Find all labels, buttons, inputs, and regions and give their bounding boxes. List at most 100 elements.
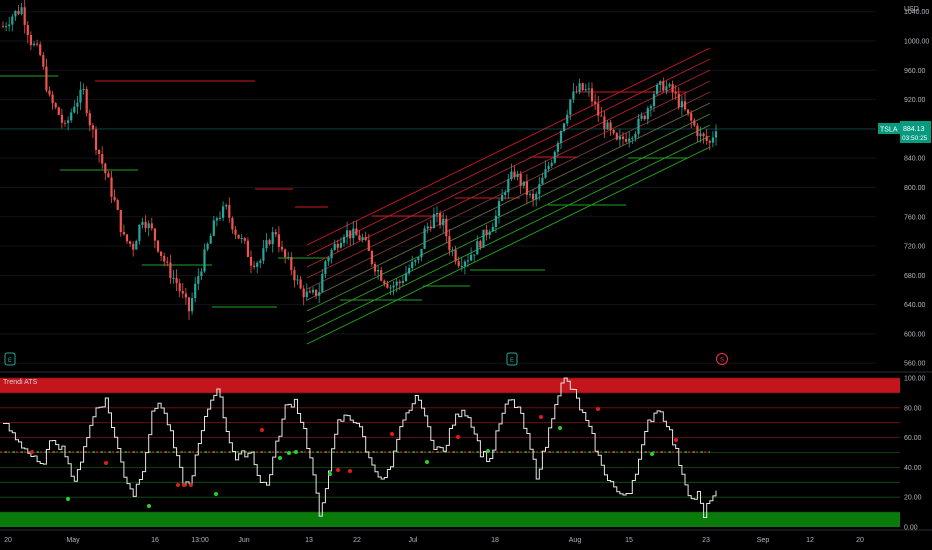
candle-body [175, 277, 178, 284]
candle-body [550, 162, 553, 166]
candle-body [476, 241, 479, 255]
channel-line [306, 113, 711, 312]
time-axis[interactable]: 20 May 16 13:00 Jun 13 22 Jul 18 Aug 15 23 Sep 12 20 [4, 537, 864, 544]
candle-body [566, 114, 569, 124]
candle-body [156, 240, 160, 252]
candle-body [70, 112, 73, 121]
candle-body [262, 248, 265, 261]
candle-body [510, 171, 513, 180]
candle-body [435, 213, 439, 215]
candle-body [26, 24, 29, 36]
candle-body [82, 89, 85, 91]
candle-body [656, 84, 659, 95]
indicator-tick-label: 20.00 [904, 495, 922, 502]
candle-body [8, 24, 11, 27]
candle-body [377, 270, 380, 272]
candle-body [237, 234, 240, 239]
candle-body [392, 285, 395, 288]
candle-body [85, 89, 88, 114]
price-tick-label: 800.00 [904, 185, 926, 192]
time-tick-label: 12 [806, 537, 814, 544]
price-panel[interactable]: E E S USD 1040.001000.00960.00920.00880.… [0, 0, 931, 368]
candle-body [17, 10, 20, 14]
candle-body [677, 93, 680, 108]
time-tick-label: 16 [151, 537, 159, 544]
candle-body [401, 281, 404, 284]
candle-body [187, 297, 191, 312]
candle-body [597, 103, 600, 116]
candle-body [662, 81, 665, 91]
candle-body [246, 240, 249, 258]
indicator-axis[interactable]: 100.00 80.00 60.00 40.00 20.00 0.00 [904, 376, 926, 532]
indicator-title[interactable]: Trendi ATS [3, 379, 38, 386]
candle-body [668, 84, 671, 87]
last-price-value: 884.13 [903, 126, 925, 133]
candle-body [389, 287, 392, 289]
price-tick-label: 840.00 [904, 156, 926, 163]
candle-body [587, 88, 590, 90]
indicator-panel[interactable]: Trendi ATS 100.00 80.00 60.00 40.00 20.00 0.0… [0, 376, 926, 532]
candle-body [11, 16, 14, 25]
candle-body [355, 228, 358, 236]
earnings-marker[interactable]: E [506, 352, 518, 366]
indicator-tick-label: 80.00 [904, 405, 922, 412]
support-resistance-lines [0, 75, 688, 308]
candle-body [23, 7, 26, 25]
price-tick-label: 720.00 [904, 244, 926, 251]
candle-body [197, 276, 200, 284]
candle-body [339, 242, 342, 248]
earnings-icon [506, 352, 518, 366]
candle-body [330, 250, 333, 259]
candle-body [442, 218, 445, 226]
candle-body [166, 261, 169, 263]
candle-body [590, 88, 594, 102]
candle-body [107, 173, 110, 178]
candle-body [578, 83, 581, 93]
candle-body [302, 288, 305, 298]
dividend-marker[interactable]: S [716, 353, 728, 365]
candle-body [519, 173, 522, 186]
candle-body [383, 280, 386, 284]
candle-body [67, 120, 70, 123]
channel-line [306, 135, 711, 334]
candle-body [714, 131, 718, 138]
candle-body [346, 230, 349, 237]
candle-body [367, 240, 370, 251]
candle-body [51, 94, 54, 104]
candle-body [423, 228, 426, 249]
candle-body [473, 254, 476, 256]
candle-body [451, 249, 454, 251]
candle-body [209, 235, 212, 244]
earnings-marker[interactable]: E [4, 352, 16, 366]
candle-body [559, 130, 563, 144]
time-tick-label: Jul [409, 537, 418, 544]
candle-body [243, 237, 246, 241]
candle-body [336, 243, 339, 248]
candle-body [342, 236, 346, 243]
indicator-tick-label: 60.00 [904, 435, 922, 442]
price-tick-label: 760.00 [904, 214, 926, 221]
candle-body [191, 298, 194, 312]
candle-body [160, 251, 163, 256]
candle-body [600, 115, 603, 117]
candle-body [349, 230, 352, 239]
candle-body [479, 241, 482, 248]
candle-body [411, 261, 414, 269]
candle-body [361, 237, 364, 241]
candle-body [218, 217, 222, 219]
candle-body [57, 107, 60, 115]
candle-body [665, 86, 668, 91]
candle-body [541, 177, 544, 185]
candle-body [234, 229, 237, 235]
candle-body [94, 129, 98, 151]
candle-body [702, 133, 705, 137]
candle-body [113, 196, 116, 200]
candle-body [20, 7, 23, 14]
candle-body [606, 122, 609, 130]
candle-body [553, 151, 556, 163]
candle-body [507, 179, 510, 193]
candle-body [432, 214, 435, 229]
time-tick-label: 13 [305, 537, 313, 544]
candle-body [652, 94, 656, 107]
